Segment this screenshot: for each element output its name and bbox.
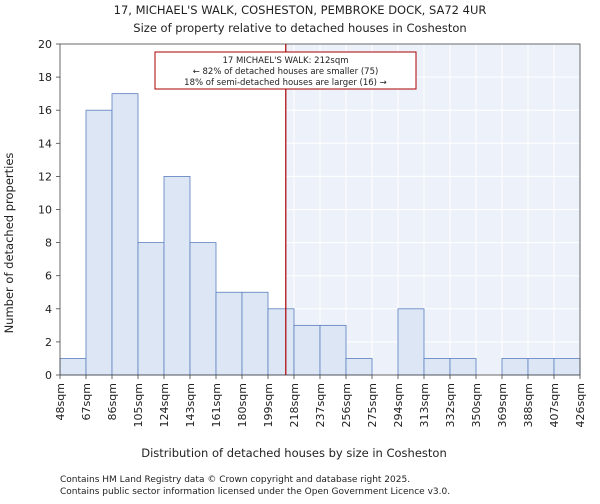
annotation-line-1: 17 MICHAEL'S WALK: 212sqm	[223, 56, 349, 66]
x-tick-label: 407sqm	[548, 383, 561, 427]
x-tick-label: 275sqm	[366, 383, 379, 427]
y-tick-label: 8	[45, 237, 52, 250]
y-tick-label: 12	[38, 170, 52, 183]
y-tick-label: 16	[38, 104, 52, 117]
annotation-frame	[154, 51, 417, 90]
histogram-bar	[345, 358, 373, 376]
x-tick-label: 388sqm	[522, 383, 535, 427]
histogram-bar	[501, 358, 529, 376]
y-tick-label: 2	[45, 336, 52, 349]
x-tick-label: 105sqm	[132, 383, 145, 427]
histogram-bar	[397, 308, 425, 376]
x-tick-label: 143sqm	[184, 383, 197, 427]
histogram-bar	[59, 358, 87, 376]
x-tick-label: 426sqm	[574, 383, 587, 427]
histogram-bar	[189, 242, 217, 376]
histogram-bar	[423, 358, 451, 376]
histogram-bar	[241, 291, 269, 376]
x-tick-label: 67sqm	[80, 383, 93, 420]
chart-title: 17, MICHAEL'S WALK, COSHESTON, PEMBROKE …	[114, 3, 487, 17]
y-tick-label: 20	[38, 38, 52, 51]
x-tick-label: 332sqm	[444, 383, 457, 427]
y-tick-label: 4	[45, 303, 52, 316]
x-tick-label: 313sqm	[418, 383, 431, 427]
y-tick-label: 14	[38, 137, 52, 150]
histogram-bar	[553, 358, 581, 376]
histogram-bar	[449, 358, 477, 376]
histogram-bar	[163, 175, 191, 376]
x-tick-label: 369sqm	[496, 383, 509, 427]
annotation-box: 17 MICHAEL'S WALK: 212sqm ← 82% of detac…	[154, 51, 417, 90]
x-tick-label: 48sqm	[54, 383, 67, 420]
histogram-bar	[85, 109, 113, 376]
footer-line-1: Contains HM Land Registry data © Crown c…	[60, 475, 410, 485]
histogram-bar	[293, 324, 321, 376]
x-axis-label: Distribution of detached houses by size …	[141, 446, 447, 460]
histogram-bar	[215, 291, 243, 376]
x-tick-label: 161sqm	[210, 383, 223, 427]
plot-area: 0 2 4 6 8 10 12 14 16 18 20 48sqm 67sqm 86sqm 105sqm 12…	[38, 38, 587, 427]
x-tick-label: 237sqm	[314, 383, 327, 427]
x-tick-label: 350sqm	[470, 383, 483, 427]
x-tick-label: 256sqm	[340, 383, 353, 427]
histogram-bar	[267, 308, 295, 376]
chart-subtitle: Size of property relative to detached ho…	[133, 21, 466, 35]
y-axis-label: Number of detached properties	[2, 153, 16, 334]
histogram-bar	[319, 324, 347, 376]
y-tick-label: 6	[45, 270, 52, 283]
histogram-bar	[137, 242, 165, 376]
x-tick-label: 86sqm	[106, 383, 119, 420]
x-tick-label: 124sqm	[158, 383, 171, 427]
x-tick-label: 294sqm	[392, 383, 405, 427]
annotation-line-2: ← 82% of detached houses are smaller (75…	[193, 67, 379, 77]
x-tick-label: 199sqm	[262, 383, 275, 427]
x-tick-label: 218sqm	[288, 383, 301, 427]
histogram-bar	[527, 358, 555, 376]
histogram-bar	[111, 93, 139, 376]
y-tick-label: 18	[38, 71, 52, 84]
x-tick-label: 180sqm	[236, 383, 249, 427]
annotation-line-3: 18% of semi-detached houses are larger (…	[184, 78, 387, 88]
footer-line-2: Contains public sector information licen…	[60, 487, 450, 497]
y-tick-label: 10	[38, 204, 52, 217]
y-tick-label: 0	[45, 369, 52, 382]
